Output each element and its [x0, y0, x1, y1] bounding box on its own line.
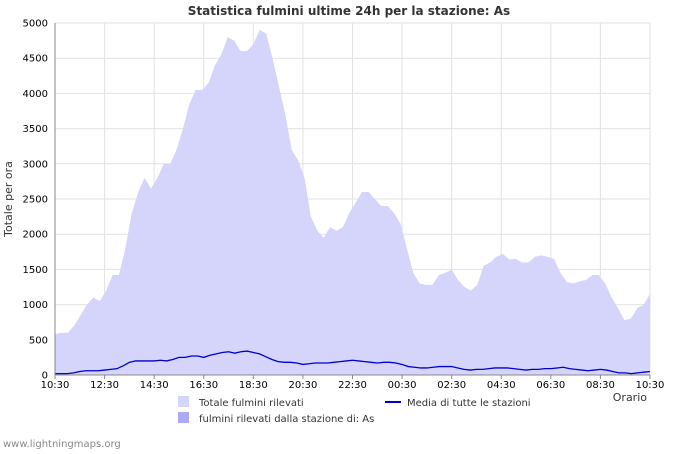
- x-tick-label: 14:30: [140, 380, 169, 391]
- x-tick-label: 10:30: [41, 380, 70, 391]
- chart-title: Statistica fulmini ultime 24h per la sta…: [188, 4, 510, 18]
- x-tick-label: 04:30: [487, 380, 516, 391]
- y-tick-label: 2000: [23, 230, 48, 241]
- axes: 0 500 1000 1500 2000 2500 3000 3500 4000 4500 5000…: [23, 19, 665, 392]
- y-tick-label: 4500: [23, 54, 48, 65]
- footer-credit: www.lightningmaps.org: [3, 439, 121, 450]
- series-line-2: [55, 350, 651, 375]
- y-tick-label: 5000: [23, 19, 48, 30]
- x-tick-label: 16:30: [189, 380, 218, 391]
- legend-swatch: [178, 412, 189, 423]
- x-tick-label: 02:30: [437, 380, 466, 391]
- y-tick-label: 4000: [23, 89, 48, 100]
- legend-label: Media di tutte le stazioni: [407, 398, 531, 409]
- x-tick-label: 08:30: [586, 380, 615, 391]
- x-tick-label: 20:30: [289, 380, 318, 391]
- y-tick-label: 1000: [23, 300, 48, 311]
- x-axis-title: Orario: [613, 391, 648, 404]
- x-tick-label: 00:30: [388, 380, 417, 391]
- y-axis-title: Totale per ora: [2, 161, 15, 238]
- legend-label: Totale fulmini rilevati: [198, 398, 304, 409]
- y-tick-label: 3000: [23, 159, 48, 170]
- y-tick-label: 2500: [23, 195, 48, 206]
- legend: Totale fulmini rilevati fulmini rilevati …: [178, 396, 531, 425]
- legend-swatch: [178, 396, 189, 407]
- y-tick-label: 1500: [23, 265, 48, 276]
- x-tick-label: 12:30: [90, 380, 119, 391]
- x-tick-label: 18:30: [239, 380, 268, 391]
- x-tick-label: 06:30: [536, 380, 565, 391]
- series-area-0: [55, 30, 650, 375]
- y-tick-label: 0: [42, 371, 48, 382]
- x-tick-label: 10:30: [636, 380, 665, 391]
- y-tick-label: 3500: [23, 124, 48, 135]
- y-tick-label: 500: [29, 335, 48, 346]
- x-tick-label: 22:30: [338, 380, 367, 391]
- legend-label: fulmini rilevati dalla stazione di: As: [199, 414, 374, 425]
- plot-area: [55, 30, 651, 375]
